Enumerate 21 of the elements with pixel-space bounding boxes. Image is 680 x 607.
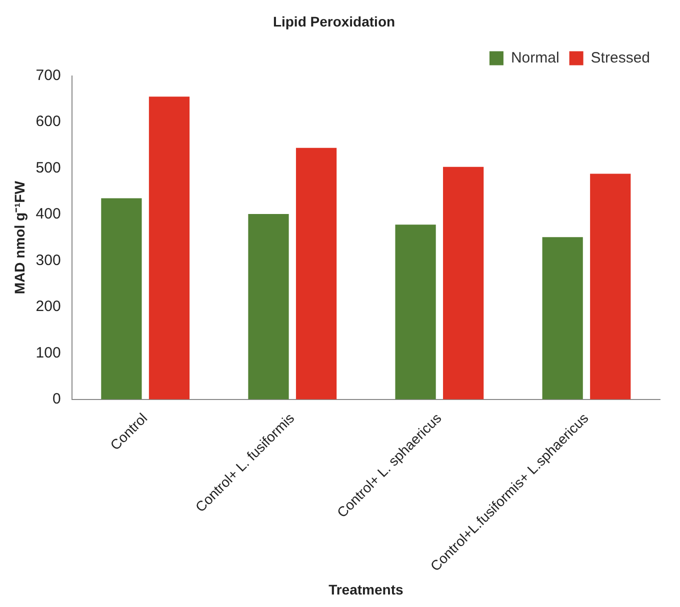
bar: [296, 148, 337, 400]
bar: [248, 214, 289, 400]
y-axis-title: MAD nmol g⁻¹FW: [11, 180, 28, 294]
y-tick-label: 100: [36, 344, 61, 362]
bar: [101, 198, 142, 400]
legend-label: Stressed: [590, 49, 650, 66]
x-axis-title: Treatments: [328, 581, 404, 598]
bar: [395, 224, 436, 400]
y-tick-label: 700: [36, 66, 61, 84]
y-tick-label: 200: [36, 298, 61, 316]
bar: [148, 96, 190, 400]
y-tick-label: 400: [36, 206, 61, 223]
y-tick-label: 300: [36, 252, 61, 269]
chart-title: Lipid Peroxidation: [272, 13, 396, 30]
bar: [542, 237, 583, 400]
legend-label: Normal: [510, 49, 560, 66]
y-tick-label: 600: [36, 113, 61, 130]
bar: [443, 166, 484, 400]
bar: [590, 174, 631, 400]
y-tick-label: 500: [36, 159, 61, 176]
y-tick-label: 0: [52, 390, 61, 408]
